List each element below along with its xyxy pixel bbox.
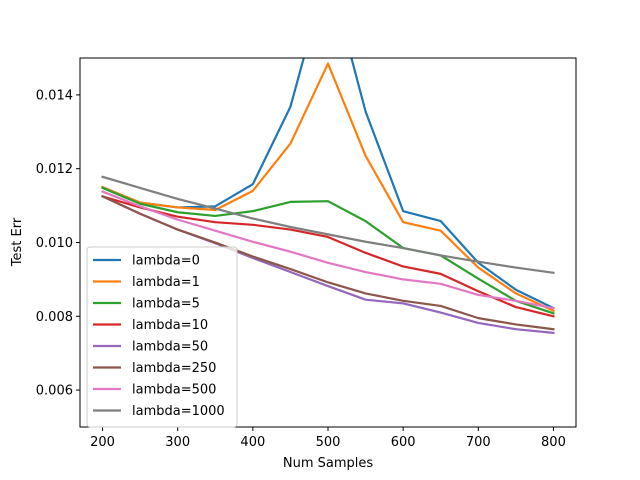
- legend-label: lambda=5: [132, 297, 200, 312]
- y-axis: 0.006 0.008 0.010 0.012 0.014: [36, 88, 80, 398]
- y-tick-label: 0.008: [36, 310, 73, 325]
- y-axis-label: Test Err: [10, 217, 25, 267]
- legend-label: lambda=0: [132, 254, 200, 269]
- x-tick-label: 400: [240, 435, 265, 450]
- legend-box: [87, 247, 237, 427]
- x-tick-label: 700: [466, 435, 491, 450]
- x-tick-label: 800: [541, 435, 566, 450]
- y-tick-label: 0.014: [36, 88, 73, 103]
- y-tick-label: 0.012: [36, 162, 73, 177]
- legend-label: lambda=10: [132, 318, 208, 333]
- y-tick-label: 0.010: [36, 236, 73, 251]
- x-tick-label: 200: [90, 435, 115, 450]
- legend-label: lambda=50: [132, 340, 208, 355]
- legend-label: lambda=250: [132, 361, 216, 376]
- legend-label: lambda=500: [132, 383, 216, 398]
- legend-label: lambda=1: [132, 275, 200, 290]
- legend: lambda=0 lambda=1 lambda=5 lambda=10 lambda=…: [87, 247, 237, 427]
- y-tick-label: 0.006: [36, 384, 73, 399]
- x-axis: 200 300 400 500 600 700 800: [90, 427, 566, 450]
- legend-label: lambda=1000: [132, 404, 225, 419]
- x-tick-label: 300: [165, 435, 190, 450]
- x-axis-label: Num Samples: [283, 456, 374, 471]
- x-tick-label: 600: [391, 435, 416, 450]
- x-tick-label: 500: [316, 435, 341, 450]
